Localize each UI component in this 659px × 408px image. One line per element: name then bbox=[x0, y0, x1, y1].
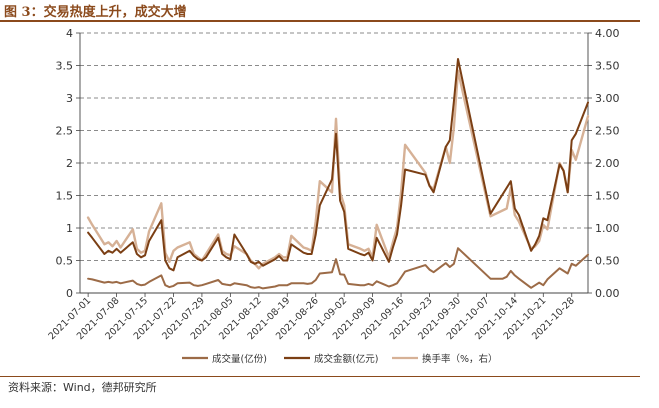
y-tick-label: 3 bbox=[66, 92, 73, 105]
y2-tick-label: 4.00 bbox=[595, 27, 620, 40]
title-rule bbox=[0, 20, 640, 22]
line-chart: 0 0.5 1 1.5 2 2.5 3 3.5 4 0.00 0.50 1.00 1.50 2.00 2.5… bbox=[46, 27, 620, 365]
y2-tick-label: 2.00 bbox=[595, 157, 620, 170]
y-tick-label: 2.5 bbox=[56, 125, 74, 138]
y-tick-label: 3.5 bbox=[56, 60, 74, 73]
y-tick-label: 0 bbox=[66, 287, 73, 300]
legend: 成交量(亿份) 成交金额(亿元) 换手率（%，右） bbox=[182, 353, 498, 365]
legend-label: 成交金额(亿元) bbox=[314, 353, 378, 365]
figure-title: 图 3：交易热度上升，成交大增 bbox=[4, 5, 187, 20]
y-tick-label: 0.5 bbox=[56, 255, 74, 268]
legend-label: 成交量(亿份) bbox=[212, 353, 267, 365]
y-tick-label: 2 bbox=[66, 157, 73, 170]
y-tick-label: 1.5 bbox=[56, 190, 74, 203]
y2-tick-label: 1.00 bbox=[595, 222, 620, 235]
series-lines bbox=[86, 58, 590, 290]
source-rule bbox=[0, 376, 640, 377]
y2-tick-label: 3.50 bbox=[595, 60, 620, 73]
y-tick-label: 4 bbox=[66, 27, 73, 40]
y2-tick-label: 3.00 bbox=[595, 92, 620, 105]
legend-label: 换手率（%，右） bbox=[422, 353, 498, 365]
series-line bbox=[87, 58, 589, 272]
gridlines bbox=[80, 32, 588, 261]
y-tick-label: 1 bbox=[66, 222, 73, 235]
y2-tick-label: 0.50 bbox=[595, 255, 620, 268]
y2-tick-label: 2.50 bbox=[595, 125, 620, 138]
series-line bbox=[86, 69, 590, 270]
y2-tick-label: 0.00 bbox=[595, 287, 620, 300]
y2-tick-label: 1.50 bbox=[595, 190, 620, 203]
source-note: 资料来源：Wind，德邦研究所 bbox=[8, 381, 157, 394]
series-line bbox=[87, 247, 589, 290]
